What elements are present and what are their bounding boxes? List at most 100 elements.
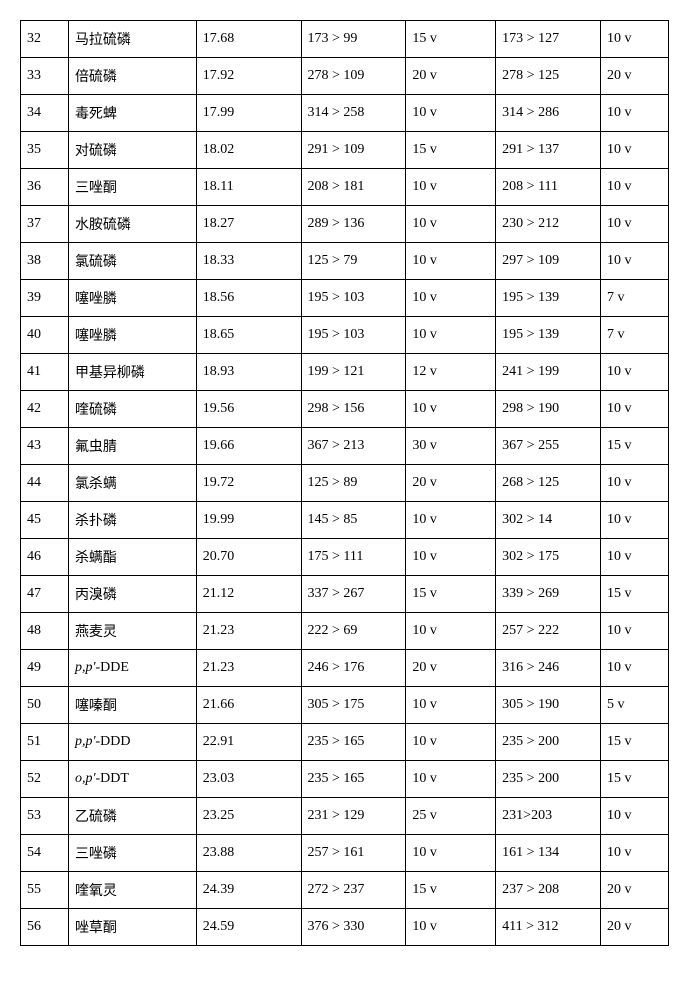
table-cell: 噻唑膦 (68, 280, 196, 317)
table-cell: 喹硫磷 (68, 391, 196, 428)
table-row: 52o,p'-DDT23.03235 > 16510 v235 > 20015 … (21, 761, 669, 798)
table-cell: 丙溴磷 (68, 576, 196, 613)
table-row: 54三唑磷23.88257 > 16110 v161 > 13410 v (21, 835, 669, 872)
table-cell: 19.99 (196, 502, 301, 539)
table-cell: 10 v (601, 169, 669, 206)
table-cell: 10 v (601, 502, 669, 539)
table-cell: 10 v (601, 798, 669, 835)
table-cell: 55 (21, 872, 69, 909)
table-cell: 291 > 137 (496, 132, 601, 169)
table-cell: 15 v (406, 576, 496, 613)
table-cell: 208 > 181 (301, 169, 406, 206)
table-cell: 10 v (406, 95, 496, 132)
table-cell: 161 > 134 (496, 835, 601, 872)
table-cell: 19.72 (196, 465, 301, 502)
table-row: 51p,p'-DDD22.91235 > 16510 v235 > 20015 … (21, 724, 669, 761)
table-cell: 15 v (406, 21, 496, 58)
table-cell: 44 (21, 465, 69, 502)
table-cell: 18.33 (196, 243, 301, 280)
table-cell: 18.11 (196, 169, 301, 206)
table-cell: 10 v (406, 243, 496, 280)
table-cell: 195 > 103 (301, 280, 406, 317)
table-cell: 145 > 85 (301, 502, 406, 539)
table-row: 39噻唑膦18.56195 > 10310 v195 > 1397 v (21, 280, 669, 317)
table-cell: 195 > 103 (301, 317, 406, 354)
table-cell: 302 > 14 (496, 502, 601, 539)
table-cell: 298 > 156 (301, 391, 406, 428)
table-cell: 297 > 109 (496, 243, 601, 280)
table-row: 46杀螨酯20.70175 > 11110 v302 > 17510 v (21, 539, 669, 576)
table-cell: 15 v (406, 872, 496, 909)
table-cell: 41 (21, 354, 69, 391)
table-cell: 34 (21, 95, 69, 132)
table-cell: p,p'-DDD (68, 724, 196, 761)
table-cell: 10 v (601, 354, 669, 391)
table-cell: 18.65 (196, 317, 301, 354)
table-cell: 10 v (601, 465, 669, 502)
table-cell: 49 (21, 650, 69, 687)
table-cell: 42 (21, 391, 69, 428)
table-cell: 38 (21, 243, 69, 280)
table-cell: 231 > 129 (301, 798, 406, 835)
table-row: 43氟虫腈19.66367 > 21330 v367 > 25515 v (21, 428, 669, 465)
table-row: 38氯硫磷18.33125 > 7910 v297 > 10910 v (21, 243, 669, 280)
table-cell: 18.93 (196, 354, 301, 391)
table-cell: 298 > 190 (496, 391, 601, 428)
table-row: 55喹氧灵24.39272 > 23715 v237 > 20820 v (21, 872, 669, 909)
table-cell: 10 v (406, 317, 496, 354)
table-cell: 毒死蜱 (68, 95, 196, 132)
table-cell: 23.88 (196, 835, 301, 872)
table-cell: 24.39 (196, 872, 301, 909)
table-cell: 231>203 (496, 798, 601, 835)
table-cell: 10 v (406, 909, 496, 946)
table-row: 32马拉硫磷17.68173 > 9915 v173 > 12710 v (21, 21, 669, 58)
table-cell: 17.68 (196, 21, 301, 58)
table-cell: 21.23 (196, 613, 301, 650)
table-cell: 氯硫磷 (68, 243, 196, 280)
table-cell: 246 > 176 (301, 650, 406, 687)
table-row: 50噻嗪酮21.66305 > 17510 v305 > 1905 v (21, 687, 669, 724)
table-cell: 173 > 127 (496, 21, 601, 58)
table-cell: 10 v (406, 169, 496, 206)
table-cell: 50 (21, 687, 69, 724)
table-cell: 10 v (601, 206, 669, 243)
table-cell: 20 v (406, 650, 496, 687)
table-row: 53乙硫磷23.25231 > 12925 v231>20310 v (21, 798, 669, 835)
table-cell: 241 > 199 (496, 354, 601, 391)
table-cell: 燕麦灵 (68, 613, 196, 650)
table-cell: 10 v (406, 391, 496, 428)
table-cell: 15 v (406, 132, 496, 169)
table-cell: 173 > 99 (301, 21, 406, 58)
table-cell: 52 (21, 761, 69, 798)
table-cell: 氟虫腈 (68, 428, 196, 465)
table-cell: 45 (21, 502, 69, 539)
table-cell: 喹氧灵 (68, 872, 196, 909)
table-cell: 唑草酮 (68, 909, 196, 946)
table-cell: 39 (21, 280, 69, 317)
table-cell: 10 v (601, 243, 669, 280)
table-cell: 199 > 121 (301, 354, 406, 391)
table-cell: 杀螨酯 (68, 539, 196, 576)
table-cell: 272 > 237 (301, 872, 406, 909)
table-cell: 氯杀螨 (68, 465, 196, 502)
table-cell: 倍硫磷 (68, 58, 196, 95)
table-cell: 10 v (406, 761, 496, 798)
table-cell: 195 > 139 (496, 280, 601, 317)
table-cell: 125 > 89 (301, 465, 406, 502)
table-row: 40噻唑膦18.65195 > 10310 v195 > 1397 v (21, 317, 669, 354)
table-cell: 15 v (601, 724, 669, 761)
table-cell: 20 v (406, 465, 496, 502)
table-cell: 10 v (601, 95, 669, 132)
table-cell: 411 > 312 (496, 909, 601, 946)
table-cell: 314 > 258 (301, 95, 406, 132)
table-cell: 21.66 (196, 687, 301, 724)
table-cell: 23.25 (196, 798, 301, 835)
table-cell: 37 (21, 206, 69, 243)
table-cell: 268 > 125 (496, 465, 601, 502)
table-cell: 18.56 (196, 280, 301, 317)
table-cell: 7 v (601, 317, 669, 354)
table-cell: 367 > 255 (496, 428, 601, 465)
table-cell: 47 (21, 576, 69, 613)
table-cell: 257 > 222 (496, 613, 601, 650)
table-cell: 278 > 109 (301, 58, 406, 95)
